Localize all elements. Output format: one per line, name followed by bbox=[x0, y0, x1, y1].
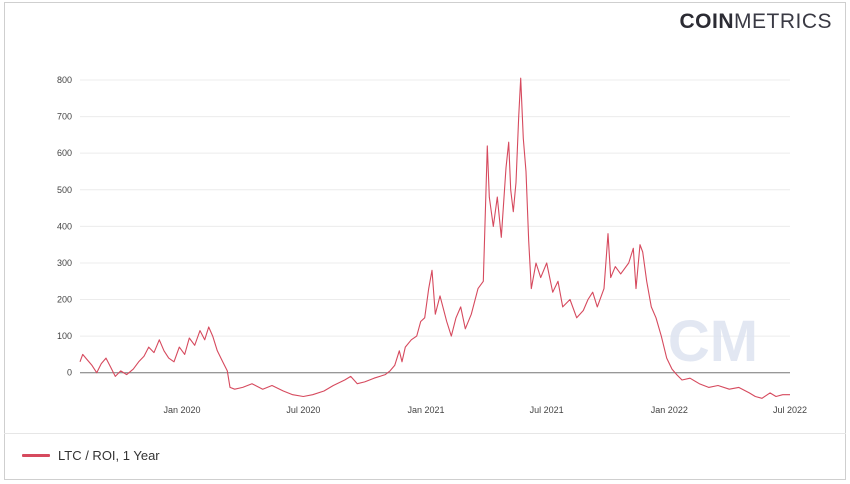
x-tick-label: Jan 2021 bbox=[407, 405, 444, 415]
x-tick-label: Jul 2022 bbox=[773, 405, 807, 415]
series-group bbox=[79, 77, 790, 399]
brand-logo-bold: COIN bbox=[679, 10, 734, 33]
y-tick-label: 700 bbox=[57, 112, 72, 122]
series-line-0 bbox=[79, 77, 790, 399]
y-tick-label: 800 bbox=[57, 75, 72, 85]
y-tick-label: 500 bbox=[57, 185, 72, 195]
watermark-logo: CM bbox=[668, 309, 758, 374]
x-tick-label: Jan 2022 bbox=[651, 405, 688, 415]
brand-logo: COINMETRICS bbox=[680, 10, 833, 34]
y-tick-label: 400 bbox=[57, 221, 72, 231]
grid-lines bbox=[80, 79, 790, 337]
y-axis-ticks: 0 100 200 300 400 500 600 700 800 bbox=[57, 75, 72, 378]
y-tick-label: 100 bbox=[57, 331, 72, 341]
x-tick-label: Jan 2020 bbox=[163, 405, 200, 415]
x-tick-label: Jul 2021 bbox=[530, 405, 564, 415]
legend-label: LTC / ROI, 1 Year bbox=[58, 448, 160, 463]
brand-logo-light: METRICS bbox=[734, 10, 832, 33]
legend-separator bbox=[4, 433, 846, 434]
y-tick-label: 300 bbox=[57, 258, 72, 268]
x-axis-ticks: Jan 2020 Jul 2020 Jan 2021 Jul 2021 Jan 2022… bbox=[163, 405, 807, 415]
legend[interactable]: LTC / ROI, 1 Year bbox=[22, 448, 160, 463]
y-tick-label: 600 bbox=[57, 148, 72, 158]
chart-frame bbox=[4, 2, 846, 480]
x-tick-label: Jul 2020 bbox=[286, 405, 320, 415]
y-tick-label: 200 bbox=[57, 295, 72, 305]
watermark-text: CM bbox=[668, 309, 758, 374]
y-tick-label: 0 bbox=[67, 368, 72, 378]
legend-swatch bbox=[22, 454, 50, 457]
